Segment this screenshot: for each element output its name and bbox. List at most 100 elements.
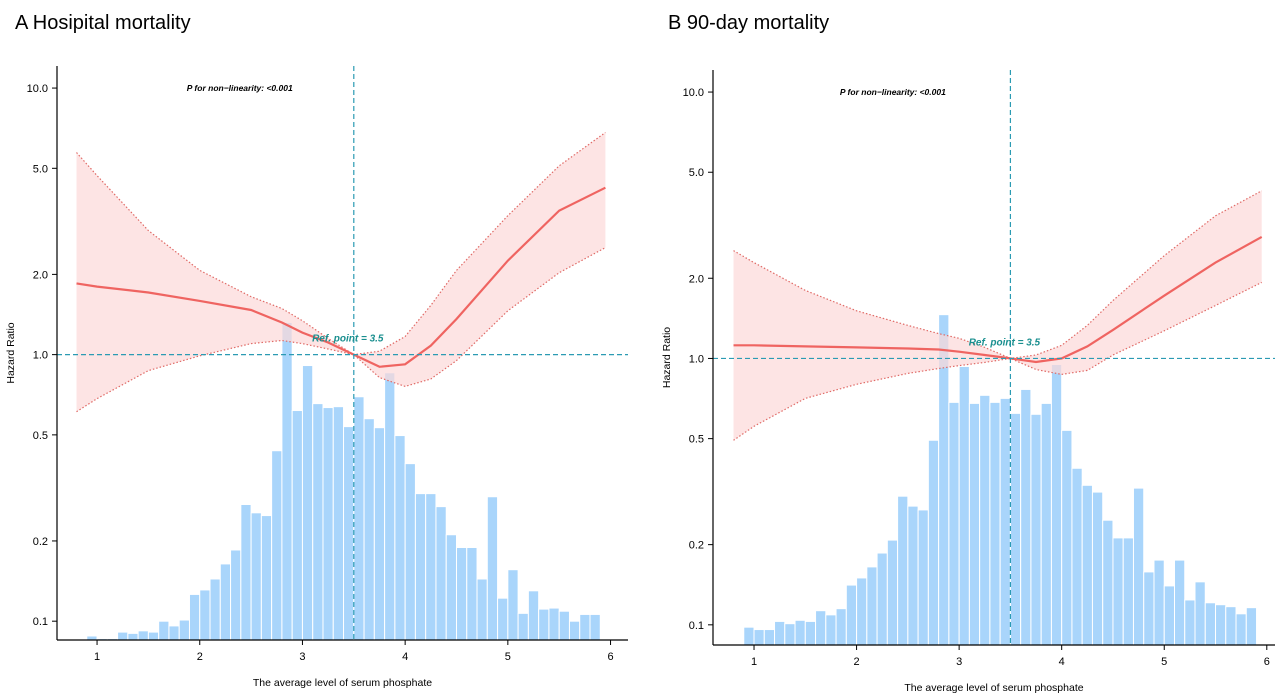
histogram-bar <box>1153 559 1165 646</box>
histogram-bar <box>784 623 796 646</box>
histogram-bar <box>363 418 375 641</box>
histogram-bar <box>1184 599 1196 646</box>
histogram-bar <box>589 613 601 641</box>
histogram-bar <box>1102 519 1114 646</box>
histogram-bar <box>568 620 581 641</box>
histogram-bar <box>137 630 149 641</box>
y-axis-label: Hazard Ratio <box>5 322 17 383</box>
y-tick-label: 5.0 <box>33 163 48 175</box>
histogram-bar <box>927 439 940 646</box>
histogram-bar <box>774 620 786 646</box>
histogram-bar <box>1009 412 1022 646</box>
histogram-bar <box>815 610 827 646</box>
histogram-bar <box>343 426 355 641</box>
histogram-bar <box>1215 604 1227 646</box>
y-tick-label: 2.0 <box>33 269 48 281</box>
histogram-bar <box>291 410 303 641</box>
y-axis-label: Hazard Ratio <box>661 327 673 388</box>
x-tick-label: 3 <box>956 656 962 668</box>
histogram-bar <box>476 578 488 641</box>
histogram-bar <box>158 620 170 641</box>
histogram-bar <box>147 631 160 641</box>
histogram-bar <box>497 597 509 641</box>
y-tick-label: 0.5 <box>689 434 704 446</box>
histogram-bar <box>804 620 817 646</box>
y-tick-label: 1.0 <box>33 350 48 362</box>
histogram-bar <box>825 614 837 646</box>
histogram-bar <box>989 401 1001 646</box>
hr-curve <box>76 186 606 368</box>
histogram-bar <box>999 397 1011 646</box>
histogram-bar <box>312 403 324 641</box>
histogram-bar <box>1071 467 1083 646</box>
histogram-bar <box>866 566 878 646</box>
y-tick-label: 10.0 <box>27 83 48 95</box>
histogram-bar <box>435 506 447 641</box>
histogram-bar <box>1194 581 1206 646</box>
histogram-bar <box>917 509 929 646</box>
histogram-bar <box>835 608 847 646</box>
histogram-bar <box>1050 363 1063 646</box>
annotation: P for non−linearity: <0.001 <box>187 83 293 93</box>
histogram-bar <box>373 427 386 641</box>
x-tick-label: 2 <box>197 651 203 663</box>
histogram-bar <box>1030 413 1042 646</box>
histogram-bar <box>1235 613 1247 646</box>
y-tick-label: 0.5 <box>33 430 48 442</box>
y-tick-label: 0.1 <box>689 620 704 632</box>
histogram-bar <box>230 549 242 641</box>
histogram-bar <box>1132 487 1145 646</box>
histogram-bar <box>507 569 519 641</box>
histogram-bar <box>1245 607 1258 646</box>
histogram-bar <box>948 401 960 646</box>
y-tick-label: 0.1 <box>33 616 48 628</box>
panel: B 90-day mortality Ref. point = 3.5 P for … <box>661 12 1275 694</box>
histogram-bar <box>178 619 190 641</box>
histogram-bar <box>1061 429 1073 646</box>
histogram-bar <box>1020 388 1032 646</box>
x-tick-label: 1 <box>751 656 757 668</box>
histogram-bar <box>199 589 211 641</box>
histogram-bar <box>1122 537 1134 646</box>
histogram-bar <box>897 495 909 646</box>
histogram-bar <box>240 503 252 641</box>
histogram-bar <box>281 321 293 641</box>
x-axis-label: The average level of serum phosphate <box>253 677 432 689</box>
histogram-bar <box>404 463 416 641</box>
x-tick-label: 6 <box>1264 656 1270 668</box>
ci-lower <box>733 281 1262 441</box>
panel-title: A Hosipital mortality <box>15 12 191 34</box>
histogram-bar <box>968 402 981 646</box>
histogram-bar <box>86 635 98 641</box>
histogram-bar <box>743 626 755 646</box>
histogram-bar <box>548 607 560 641</box>
histogram-bar <box>1204 602 1217 646</box>
histogram-bar <box>209 578 221 641</box>
histogram-bar <box>558 610 570 641</box>
ci-lower <box>76 247 606 413</box>
panel-title: B 90-day mortality <box>668 12 829 34</box>
histogram-bar <box>425 493 437 641</box>
histogram-bar <box>353 396 365 641</box>
histogram-bar <box>1091 491 1104 646</box>
x-axis-label: The average level of serum phosphate <box>904 682 1083 694</box>
ci-band-fill <box>733 190 1262 441</box>
histogram-bar <box>1173 559 1186 646</box>
histogram-bar <box>979 394 991 646</box>
y-tick-label: 0.2 <box>33 536 48 548</box>
histogram-bar <box>332 406 345 641</box>
x-tick-label: 1 <box>94 651 100 663</box>
histogram-bar <box>168 625 180 641</box>
histogram-bar <box>876 552 888 646</box>
histogram-bar <box>219 563 232 641</box>
histogram-bar <box>301 365 314 641</box>
histogram-bar <box>886 539 899 646</box>
histogram-bar <box>1143 571 1155 646</box>
hr-curve <box>733 235 1263 364</box>
x-tick-label: 3 <box>299 651 305 663</box>
ref-label: Ref. point = 3.5 <box>312 334 384 345</box>
x-tick-label: 2 <box>854 656 860 668</box>
annotation: P for non−linearity: <0.001 <box>840 87 946 97</box>
panel: A Hosipital mortality Ref. point = 3.5 P f… <box>5 12 628 689</box>
y-tick-label: 10.0 <box>683 87 704 99</box>
